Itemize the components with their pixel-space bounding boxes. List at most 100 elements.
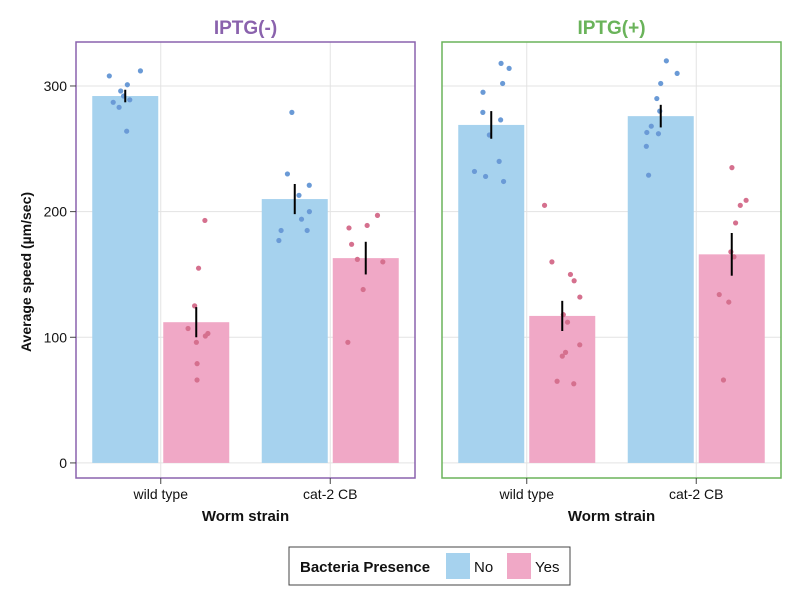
data-point-no <box>496 158 502 164</box>
y-axis-label: Average speed (µm/sec) <box>18 192 34 352</box>
data-point-yes <box>360 286 366 293</box>
bar-no <box>92 96 159 463</box>
data-point-no <box>500 178 507 185</box>
data-point-yes <box>185 325 191 332</box>
y-tick-label: 200 <box>44 204 68 220</box>
error-bars-layer <box>124 89 733 338</box>
bar-yes <box>698 254 765 463</box>
data-point-no <box>644 129 650 136</box>
data-point-no <box>506 65 512 71</box>
data-point-yes <box>349 241 355 247</box>
x-tick-label: wild type <box>133 486 189 502</box>
panel-frame <box>75 41 416 479</box>
data-point-yes <box>554 378 560 384</box>
data-point-no <box>124 128 130 134</box>
data-point-no <box>498 60 504 66</box>
data-point-no <box>643 143 649 149</box>
data-point-no <box>110 99 116 105</box>
panel-title: IPTG(+) <box>577 18 645 39</box>
data-point-yes <box>720 377 727 383</box>
data-point-no <box>116 104 122 110</box>
y-tick-label: 100 <box>44 329 68 345</box>
bar-yes <box>529 315 596 463</box>
legend-swatch-yes <box>507 553 531 579</box>
bars-layer <box>92 96 765 463</box>
data-point-yes <box>571 381 577 387</box>
panel-title: IPTG(-) <box>214 18 277 39</box>
legend-label-no: No <box>474 559 493 576</box>
data-point-no <box>278 227 284 234</box>
data-point-no <box>298 216 305 222</box>
data-point-no <box>306 182 312 188</box>
data-point-no <box>306 209 312 215</box>
data-point-no <box>471 168 478 175</box>
x-axis-label: Worm strain <box>202 508 289 525</box>
data-point-no <box>482 173 489 180</box>
data-point-yes <box>567 271 574 278</box>
x-tick-label: cat-2 CB <box>303 486 357 502</box>
data-point-yes <box>354 256 360 262</box>
data-point-yes <box>193 339 199 345</box>
data-point-yes <box>195 265 202 271</box>
data-point-no <box>498 117 504 123</box>
panel-frame <box>441 41 782 479</box>
data-point-no <box>480 109 486 115</box>
panel-frames-layer <box>75 41 782 479</box>
data-point-no <box>658 80 664 87</box>
data-point-no <box>480 89 486 95</box>
data-point-yes <box>202 217 208 224</box>
x-tick-label: cat-2 CB <box>669 486 723 502</box>
data-point-yes <box>202 333 208 339</box>
data-point-yes <box>571 278 577 284</box>
bar-no <box>261 199 328 463</box>
data-point-yes <box>732 220 739 226</box>
data-point-no <box>124 82 130 88</box>
data-point-yes <box>564 319 571 325</box>
data-point-no <box>289 109 295 115</box>
data-point-yes <box>559 353 565 359</box>
y-tick-label: 300 <box>44 78 68 94</box>
data-point-no <box>137 68 144 74</box>
data-point-no <box>663 58 669 64</box>
labels-layer: 0 100 200 300 wild type cat-2 CB IPTG(-) Worm s… <box>44 18 724 525</box>
data-point-yes <box>364 222 370 229</box>
data-point-no <box>296 192 302 198</box>
data-point-yes <box>194 361 200 367</box>
data-point-yes <box>737 202 743 208</box>
data-point-yes <box>345 339 351 345</box>
data-point-yes <box>541 202 548 208</box>
data-point-no <box>655 131 662 137</box>
data-point-no <box>648 123 654 129</box>
bar-yes <box>163 322 230 463</box>
x-tick-label: wild type <box>499 486 555 502</box>
data-point-yes <box>743 197 749 203</box>
legend: Bacteria Presence No Yes <box>288 546 571 586</box>
data-point-yes <box>716 291 722 298</box>
data-point-yes <box>577 294 583 300</box>
bar-no <box>458 124 525 463</box>
data-point-no <box>674 70 680 77</box>
legend-label-yes: Yes <box>535 559 559 576</box>
data-point-yes <box>194 377 200 383</box>
data-point-no <box>645 172 652 178</box>
legend-swatch-no <box>446 553 470 579</box>
data-point-no <box>118 88 124 94</box>
data-point-no <box>500 80 506 87</box>
data-point-yes <box>374 212 381 218</box>
data-point-yes <box>562 349 569 355</box>
data-point-yes <box>380 259 386 265</box>
x-axis-label: Worm strain <box>568 508 655 525</box>
data-point-no <box>276 237 282 244</box>
legend-title: Bacteria Presence <box>300 559 430 576</box>
data-point-yes <box>346 225 352 231</box>
data-point-no <box>654 95 660 102</box>
data-point-yes <box>729 165 735 171</box>
bar-no <box>627 116 694 463</box>
data-point-no <box>304 227 310 234</box>
data-point-no <box>127 97 133 103</box>
data-point-no <box>284 171 291 177</box>
data-point-yes <box>726 299 732 305</box>
bar-yes <box>332 258 399 463</box>
data-point-yes <box>577 342 583 348</box>
